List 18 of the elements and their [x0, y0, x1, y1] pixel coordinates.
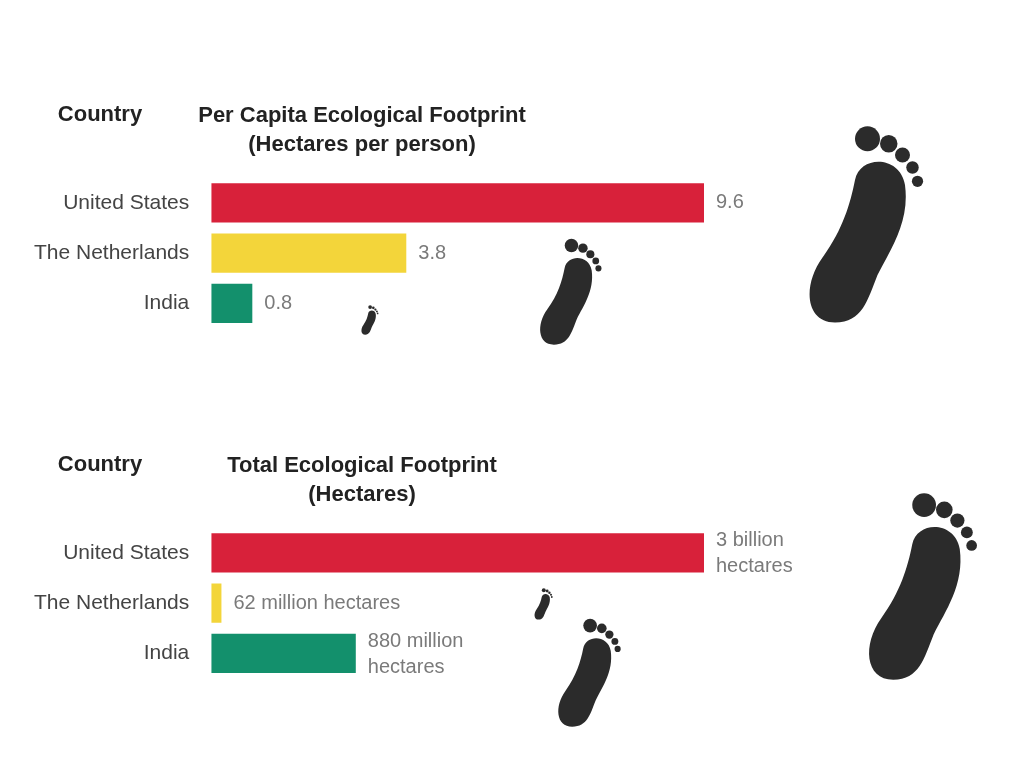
y-tick-label: United States — [63, 189, 190, 213]
data-label: 3.8 — [418, 240, 447, 263]
y-tick-label: United States — [63, 539, 190, 563]
data-label: 3 billion hectares — [716, 528, 793, 577]
data-label: 0.8 — [264, 290, 293, 313]
y-tick-label: The Netherlands — [33, 239, 190, 263]
y-tick-label: India — [143, 290, 190, 314]
chart-subtitle: (Hectares) — [308, 480, 416, 506]
chart-subtitle: (Hectares per person) — [248, 130, 476, 156]
data-label: 9.6 — [716, 190, 744, 213]
data-label: 880 million hectares — [367, 628, 464, 677]
y-axis-title: Country — [57, 101, 143, 127]
y-axis-title: Country — [57, 451, 143, 477]
chart-title: Per Capita Ecological Footprint — [198, 102, 527, 128]
y-tick-label: India — [143, 640, 190, 664]
data-label: 62 million hectares — [233, 590, 401, 613]
chart-title: Total Ecological Footprint — [227, 452, 498, 478]
y-tick-label: The Netherlands — [33, 589, 190, 613]
